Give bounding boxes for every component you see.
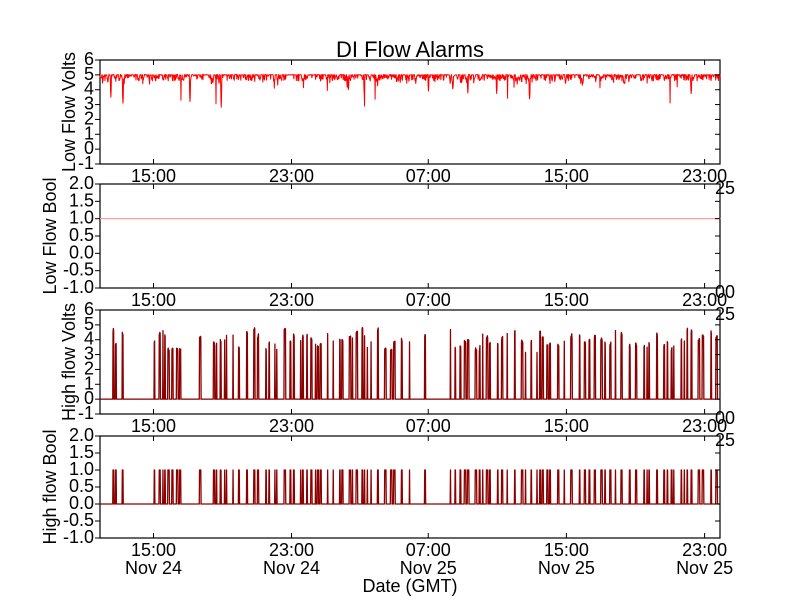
svg-text:15:00: 15:00	[131, 416, 176, 436]
svg-text:High flow Bool: High flow Bool	[40, 429, 60, 544]
svg-text:Low Flow Bool: Low Flow Bool	[40, 177, 60, 294]
svg-text:07:00: 07:00	[406, 540, 451, 560]
svg-text:-1.0: -1.0	[63, 527, 94, 547]
svg-text:15:00: 15:00	[131, 290, 176, 310]
svg-text:15:00: 15:00	[544, 290, 589, 310]
svg-text:15:00: 15:00	[544, 416, 589, 436]
svg-text:23:00: 23:00	[682, 416, 727, 436]
svg-text:Low Flow Volts: Low Flow Volts	[59, 52, 79, 172]
svg-text:23:00: 23:00	[269, 290, 314, 310]
svg-text:07:00: 07:00	[406, 416, 451, 436]
svg-text:Nov 25: Nov 25	[676, 558, 733, 578]
svg-text:Date (GMT): Date (GMT)	[362, 576, 457, 596]
svg-text:07:00: 07:00	[406, 290, 451, 310]
svg-text:23:00: 23:00	[269, 166, 314, 186]
svg-text:15:00: 15:00	[544, 540, 589, 560]
svg-text:23:00: 23:00	[269, 416, 314, 436]
svg-text:15:00: 15:00	[131, 166, 176, 186]
svg-text:DI Flow Alarms: DI Flow Alarms	[336, 37, 484, 62]
svg-text:23:00: 23:00	[682, 290, 727, 310]
svg-text:Nov 24: Nov 24	[263, 558, 320, 578]
svg-text:Nov 25: Nov 25	[538, 558, 595, 578]
svg-text:-1: -1	[78, 153, 94, 173]
svg-text:23:00: 23:00	[682, 166, 727, 186]
svg-text:07:00: 07:00	[406, 166, 451, 186]
svg-text:-1.0: -1.0	[63, 277, 94, 297]
svg-text:-1: -1	[78, 403, 94, 423]
svg-text:15:00: 15:00	[544, 166, 589, 186]
svg-text:Nov 25: Nov 25	[400, 558, 457, 578]
svg-text:15:00: 15:00	[131, 540, 176, 560]
svg-text:High flow Volts: High flow Volts	[59, 303, 79, 421]
svg-text:23:00: 23:00	[269, 540, 314, 560]
svg-text:23:00: 23:00	[682, 540, 727, 560]
svg-text:Nov 24: Nov 24	[125, 558, 182, 578]
